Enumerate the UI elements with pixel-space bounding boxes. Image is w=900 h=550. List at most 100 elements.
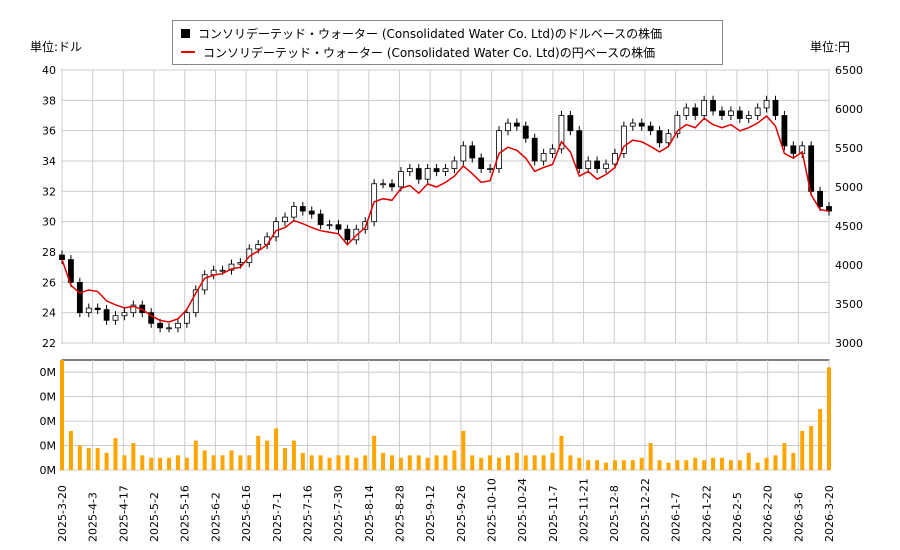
- y-tick-label-right: 5000: [835, 181, 863, 194]
- candle-body: [183, 312, 190, 324]
- candle-body: [326, 224, 333, 227]
- volume-bar: [291, 440, 296, 470]
- volume-bar: [265, 440, 270, 470]
- volume-bar: [140, 455, 145, 470]
- legend-item-usd: コンソリデーテッド・ウォーター (Consolidated Water Co. …: [181, 24, 662, 42]
- x-tick-label: 2025-6-16: [240, 485, 253, 542]
- right-axis-unit: 単位:円: [810, 40, 851, 54]
- volume-bar: [586, 460, 591, 470]
- x-tick-label: 2025-3-20: [56, 485, 69, 542]
- y-tick-label-left: 30: [42, 216, 56, 229]
- candle-body: [210, 269, 217, 276]
- volume-bar: [256, 435, 261, 470]
- volume-bar: [372, 435, 377, 470]
- volume-bar: [60, 360, 64, 470]
- volume-bar: [158, 457, 163, 470]
- volume-bar: [666, 462, 671, 470]
- volume-bar: [719, 457, 724, 470]
- volume-bar: [648, 443, 653, 470]
- candle-body: [710, 99, 716, 112]
- x-tick-label: 2026-2-5: [731, 492, 744, 542]
- volume-bar: [488, 455, 493, 470]
- candle-body: [513, 122, 520, 127]
- volume-bar: [95, 448, 100, 470]
- volume-bar: [639, 457, 644, 470]
- candle-body: [148, 312, 155, 324]
- legend-swatch-usd: [181, 28, 190, 38]
- candle-body: [344, 228, 351, 241]
- volume-bar: [827, 367, 831, 470]
- volume-bar: [211, 455, 216, 470]
- candle-body: [478, 157, 485, 169]
- candle-body: [192, 289, 199, 314]
- x-tick-label: 2025-7-16: [301, 485, 314, 542]
- volume-bar: [86, 448, 91, 470]
- volume-bar: [577, 457, 582, 470]
- volume-bar: [300, 452, 305, 470]
- price-plot-area: [61, 69, 830, 344]
- volume-bar: [514, 452, 519, 470]
- x-tick-label: 2026-3-6: [792, 492, 805, 542]
- volume-bar: [104, 452, 109, 470]
- y-tick-label-right: 3500: [835, 298, 863, 311]
- x-tick-label: 2025-9-12: [424, 485, 437, 542]
- x-tick-label: 2025-5-16: [179, 485, 192, 542]
- candle-body: [701, 99, 708, 116]
- candle-body: [549, 148, 556, 154]
- candle-body: [674, 115, 681, 135]
- candle-body: [299, 206, 306, 212]
- volume-bar: [167, 457, 172, 470]
- candle-body: [629, 122, 636, 127]
- volume-bar: [764, 457, 769, 470]
- volume-bar: [247, 455, 252, 470]
- candle-body: [442, 168, 449, 173]
- volume-bar: [541, 455, 546, 470]
- x-tick-label: 2025-6-2: [209, 492, 222, 542]
- x-tick-label: 2026-1-7: [670, 492, 683, 542]
- candle-body: [522, 125, 529, 139]
- y-tick-label-left: 28: [42, 246, 56, 259]
- candle-body: [763, 99, 770, 109]
- candle-body: [460, 145, 467, 162]
- volume-bar: [416, 455, 421, 470]
- candle-body: [487, 168, 493, 170]
- candle-body: [237, 262, 244, 265]
- legend-label-jpy: コンソリデーテッド・ウォーター (Consolidated Water Co. …: [203, 45, 656, 60]
- candle-body: [736, 110, 743, 119]
- volume-bar: [612, 460, 617, 470]
- volume-bar: [282, 448, 287, 470]
- candle-body: [531, 137, 538, 162]
- legend-label-usd: コンソリデーテッド・ウォーター (Consolidated Water Co. …: [198, 26, 663, 41]
- candle-body: [692, 107, 699, 116]
- candle-body: [290, 206, 297, 218]
- legend-item-jpy: コンソリデーテッド・ウォーター (Consolidated Water Co. …: [181, 43, 655, 61]
- volume-bar: [737, 460, 742, 470]
- volume-tick-label: 0M: [40, 415, 57, 428]
- candle-body: [469, 145, 476, 159]
- y-tick-label-left: 22: [42, 337, 56, 350]
- volume-bar: [327, 457, 332, 470]
- x-tick-label: 2025-7-1: [271, 492, 284, 542]
- candle-body: [166, 327, 172, 330]
- volume-bar: [425, 457, 430, 470]
- volume-bar: [621, 460, 626, 470]
- volume-bar: [77, 445, 82, 470]
- y-tick-label-right: 5500: [835, 142, 863, 155]
- volume-bar: [809, 426, 814, 470]
- volume-bar: [354, 457, 359, 470]
- volume-bar: [122, 455, 127, 470]
- x-tick-label: 2025-11-7: [547, 485, 560, 542]
- volume-bar: [657, 460, 662, 470]
- y-tick-label-left: 36: [42, 125, 56, 138]
- candle-body: [567, 115, 574, 132]
- volume-bar: [711, 457, 716, 470]
- candle-body: [398, 171, 404, 188]
- y-tick-label-left: 26: [42, 276, 56, 289]
- volume-bar: [791, 452, 796, 470]
- candle-body: [603, 163, 609, 169]
- y-tick-label-right: 4000: [835, 259, 863, 272]
- x-tick-label: 2025-9-26: [455, 485, 468, 542]
- volume-plot-area: [61, 359, 830, 471]
- volume-bar: [452, 450, 457, 470]
